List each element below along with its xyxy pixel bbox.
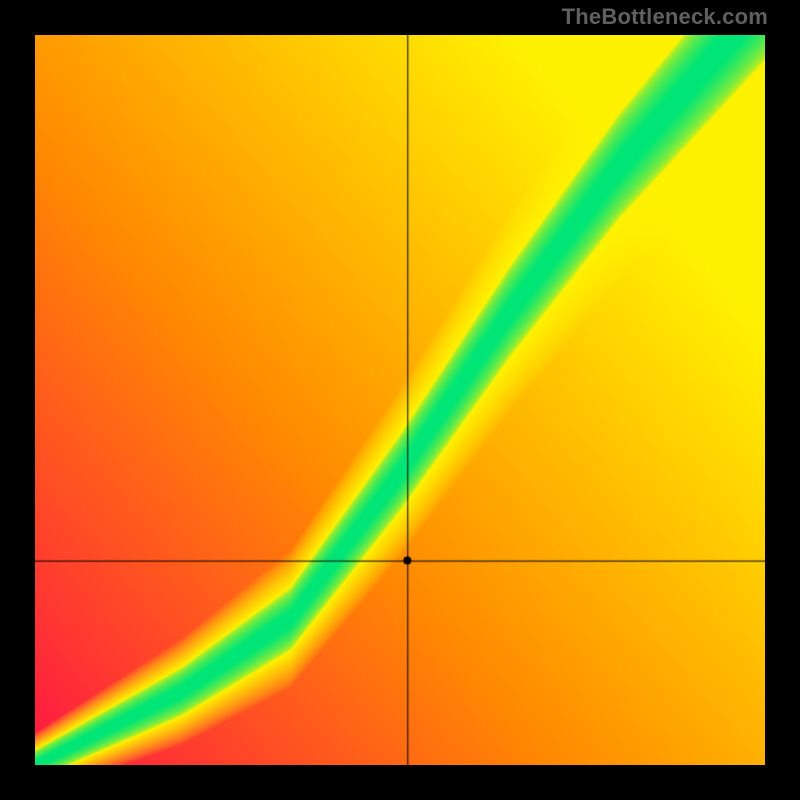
- figure-frame: TheBottleneck.com: [0, 0, 800, 800]
- watermark-text: TheBottleneck.com: [562, 4, 768, 30]
- heatmap-plot: [35, 35, 765, 765]
- heatmap-canvas: [35, 35, 765, 765]
